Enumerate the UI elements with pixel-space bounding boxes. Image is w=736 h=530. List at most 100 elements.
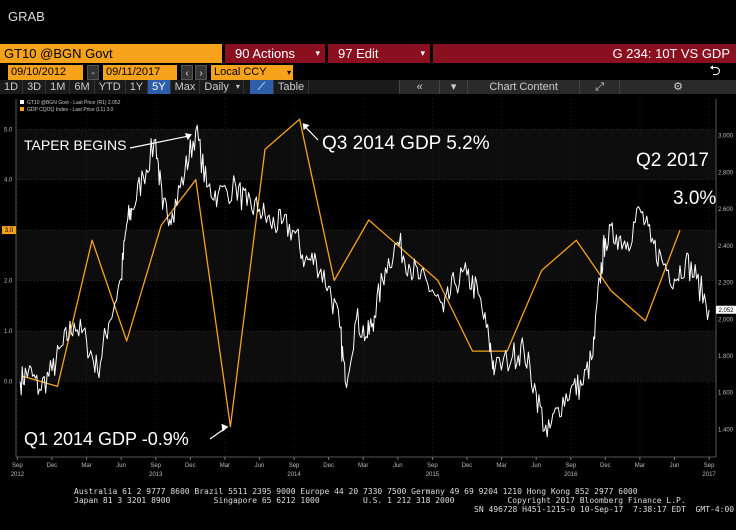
x-tick-label: Mar — [81, 463, 91, 469]
left-tick-label: 2.0 — [4, 279, 13, 285]
right-tick-label: 1.600 — [718, 391, 734, 397]
gear-icon[interactable]: ⚙ — [619, 80, 736, 94]
x-tick-label: Sep — [427, 463, 438, 469]
period-tab-3d[interactable]: 3D — [23, 80, 47, 94]
caret-down-icon: ▾ — [420, 48, 425, 58]
price-gdp-chart: 0.0 1.0 2.0 3.0 4.0 5.0 1.400 1.600 1.800 2.000 2… — [2, 99, 736, 478]
chevron-left-icon[interactable]: ‹ — [181, 64, 193, 80]
undo-arrow-icon: ⮌ — [709, 62, 721, 78]
x-tick-label: Jun — [255, 463, 265, 469]
caret-down-icon: ▾ — [286, 67, 291, 77]
x-tick-label: Sep — [704, 463, 715, 469]
edit-label: 97 Edit — [338, 46, 379, 61]
right-tick-label: 2.800 — [718, 170, 734, 176]
chevron-right-icon[interactable]: › — [195, 64, 207, 80]
frequency-select[interactable]: Daily ▾ — [200, 80, 244, 94]
x-tick-label: Dec — [185, 463, 196, 469]
x-tick-label: Sep — [12, 463, 23, 469]
chart-title: G 234: 10T VS GDP — [433, 44, 736, 63]
period-tab-1y[interactable]: 1Y — [126, 80, 149, 94]
period-tabs: 1D 3D 1M 6M YTD 1Y 5Y Max — [0, 80, 201, 94]
ticker-field[interactable]: GT10 @BGN Govt — [0, 44, 222, 63]
grid-band — [16, 129, 716, 180]
x-year-label: 2013 — [149, 472, 163, 478]
actions-button[interactable]: 90 Actions ▾ — [225, 44, 325, 63]
x-tick-label: Mar — [220, 463, 230, 469]
caret-down-icon: ▾ — [315, 48, 320, 58]
annotation-q3-2014: Q3 2014 GDP 5.2% — [322, 133, 490, 154]
annotation-arrow — [305, 126, 319, 141]
undo-button[interactable]: ⮌ — [694, 62, 736, 80]
left-value-badge — [2, 226, 16, 235]
x-tick-label: Jun — [670, 463, 680, 469]
period-tab-max[interactable]: Max — [171, 80, 201, 94]
caret-down-icon: ▾ — [235, 82, 240, 91]
x-year-label: 2014 — [287, 472, 301, 478]
right-tick-label: 2.400 — [718, 244, 734, 250]
x-tick-label: Jun — [531, 463, 541, 469]
right-tick-label: 1.400 — [718, 427, 734, 433]
annotation-arrow — [129, 135, 188, 149]
legend: GT10 @BGN Govt - Last Price (R1) 2.052GD… — [20, 100, 121, 113]
legend-swatch — [20, 107, 24, 111]
period-tab-1m[interactable]: 1M — [46, 80, 71, 94]
right-value-badge — [716, 305, 736, 314]
annotation-q1-2014: Q1 2014 GDP -0.9% — [24, 429, 189, 449]
x-year-label: 2016 — [564, 472, 578, 478]
double-chevron-left-icon[interactable]: « — [399, 80, 440, 94]
left-tick-label: 4.0 — [4, 178, 13, 184]
toolbar-row-2: 09/10/2012 - 09/11/2017 ‹ › Local CCY ▾ … — [0, 62, 736, 80]
period-tab-5y[interactable]: 5Y — [148, 80, 171, 94]
collapse-icon[interactable]: ▾ — [439, 80, 468, 94]
arrowhead-icon — [184, 133, 192, 141]
currency-select[interactable]: Local CCY ▾ — [211, 64, 293, 80]
footer: Australia 61 2 9777 8600 Brazil 5511 239… — [0, 487, 736, 514]
actions-label: 90 Actions — [235, 46, 295, 61]
left-tick-label: 1.0 — [4, 329, 13, 335]
left-tick-label: 5.0 — [4, 127, 13, 133]
right-tick-label: 2.600 — [718, 207, 734, 213]
chart-content-button[interactable]: Chart Content — [467, 80, 580, 94]
toolbar-row-3: 1D 3D 1M 6M YTD 1Y 5Y Max Daily ▾ ⟋ Table « ▾ C… — [0, 80, 736, 94]
currency-value: Local CCY — [214, 65, 267, 78]
x-tick-label: Jun — [393, 463, 403, 469]
table-button[interactable]: Table — [274, 80, 310, 94]
end-date-field[interactable]: 09/11/2017 — [103, 64, 177, 80]
footer-line-1: Australia 61 2 9777 8600 Brazil 5511 239… — [74, 487, 638, 496]
edit-button[interactable]: 97 Edit ▾ — [328, 44, 430, 63]
annotation-q2-2017: Q2 2017 — [636, 150, 709, 171]
legend-entry: GDP CQOQ Index - Last Price (L1) 3.0 — [27, 107, 114, 113]
toolbar-row-1: GT10 @BGN Govt 90 Actions ▾ 97 Edit ▾ G … — [0, 44, 736, 63]
x-tick-label: Dec — [600, 463, 611, 469]
grid-band — [16, 330, 716, 382]
start-date-field[interactable]: 09/10/2012 — [8, 64, 83, 80]
yield-series-line — [19, 124, 710, 438]
right-tick-label: 2.200 — [718, 281, 734, 287]
period-tab-6m[interactable]: 6M — [70, 80, 95, 94]
right-tick-label: 1.800 — [718, 354, 734, 360]
left-value-label: 3.0 — [5, 228, 14, 234]
right-tick-label: 2.000 — [718, 317, 734, 323]
period-tab-ytd[interactable]: YTD — [95, 80, 126, 94]
x-tick-label: Sep — [565, 463, 576, 469]
x-tick-label: Mar — [635, 463, 645, 469]
x-tick-label: Mar — [496, 463, 506, 469]
arrowhead-icon — [302, 123, 310, 131]
legend-entry: GT10 @BGN Govt - Last Price (R1) 2.052 — [27, 100, 121, 106]
period-tab-1d[interactable]: 1D — [0, 80, 24, 94]
frequency-value: Daily — [204, 81, 229, 93]
line-chart-icon[interactable]: ⟋ — [249, 80, 274, 94]
expand-icon[interactable]: ⤢ — [579, 80, 620, 94]
date-range-separator-icon: - — [87, 64, 99, 80]
x-tick-label: Dec — [47, 463, 58, 469]
footer-line-2: Japan 81 3 3201 8900 Singapore 65 6212 1… — [74, 496, 686, 505]
x-tick-label: Mar — [358, 463, 368, 469]
x-year-label: 2012 — [11, 472, 25, 478]
x-tick-label: Sep — [289, 463, 300, 469]
x-year-label: 2017 — [702, 472, 716, 478]
x-year-label: 2015 — [426, 472, 440, 478]
right-tick-label: 3.000 — [718, 134, 734, 140]
legend-swatch — [20, 100, 24, 104]
arrowhead-icon — [221, 423, 229, 432]
annotation-q2-2017-value: 3.0% — [673, 188, 716, 209]
